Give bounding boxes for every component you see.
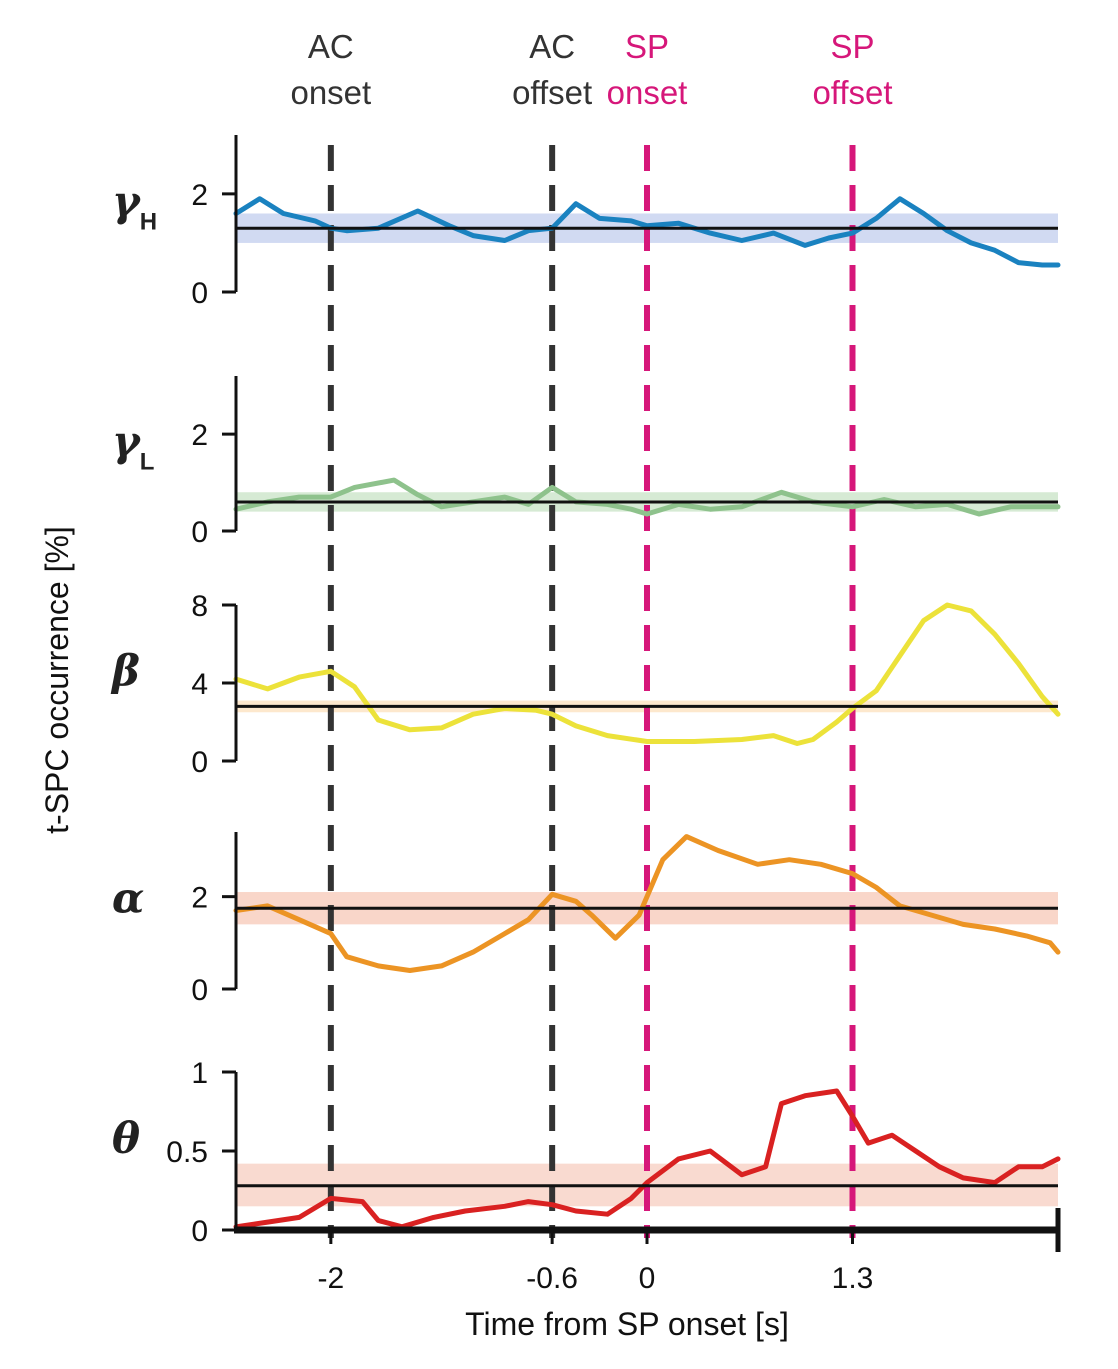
event-label-top-1: AC xyxy=(308,28,354,65)
series-line-1 xyxy=(233,196,1061,268)
y-tick-label-3-0: 0 xyxy=(191,746,208,779)
series-line-4 xyxy=(233,834,1061,973)
y-tick-label-2-1: 2 xyxy=(191,419,208,452)
x-tick-label-3: 1.3 xyxy=(832,1262,874,1295)
band-label-5: θ xyxy=(112,1114,140,1163)
series-line-3 xyxy=(233,602,1061,746)
y-tick-label-3-2: 8 xyxy=(191,590,208,623)
band-label-4: α xyxy=(112,874,144,923)
band-label-3: β xyxy=(110,646,140,695)
y-tick-label-4-0: 0 xyxy=(191,974,208,1007)
y-tick-label-1-0: 0 xyxy=(191,277,208,310)
x-tick-label-1: -0.6 xyxy=(526,1262,578,1295)
event-label-bottom-1: onset xyxy=(290,74,371,111)
event-label-bottom-3: onset xyxy=(607,74,688,111)
band-subscript-2: L xyxy=(140,449,155,476)
event-label-bottom-4: offset xyxy=(812,74,892,111)
band-label-2: γL xyxy=(112,417,154,476)
event-label-top-2: AC xyxy=(529,28,575,65)
series-line-5 xyxy=(233,1088,1061,1230)
y-tick-label-1-1: 2 xyxy=(191,179,208,212)
axes-layer: 0 2 0 2 0 4 8 0 2 0 0.5 1 -2 -0.6 0 1.3 xyxy=(166,135,1061,1295)
event-label-top-3: SP xyxy=(625,28,669,65)
series-layer xyxy=(233,196,1061,1230)
y-tick-label-2-0: 0 xyxy=(191,516,208,549)
y-axis-title: t-SPC occurrence [%] xyxy=(39,526,75,834)
event-label-top-4: SP xyxy=(830,28,874,65)
band-subscript-1: H xyxy=(140,209,157,236)
y-tick-label-5-0: 0 xyxy=(191,1215,208,1248)
x-axis-title: Time from SP onset [s] xyxy=(465,1306,789,1342)
x-tick-label-0: -2 xyxy=(318,1262,345,1295)
band-label-1: γH xyxy=(112,177,157,236)
event-lines xyxy=(327,145,856,1238)
y-tick-label-3-1: 4 xyxy=(191,668,208,701)
y-tick-label-5-2: 1 xyxy=(191,1057,208,1090)
event-label-bottom-2: offset xyxy=(512,74,592,111)
labels-layer: γH γL β α θ AC onset AC offset SP onset SP offset xyxy=(110,28,893,1163)
x-tick-label-2: 0 xyxy=(639,1262,656,1295)
y-tick-label-5-1: 0.5 xyxy=(166,1136,208,1169)
y-tick-label-4-1: 2 xyxy=(191,882,208,915)
